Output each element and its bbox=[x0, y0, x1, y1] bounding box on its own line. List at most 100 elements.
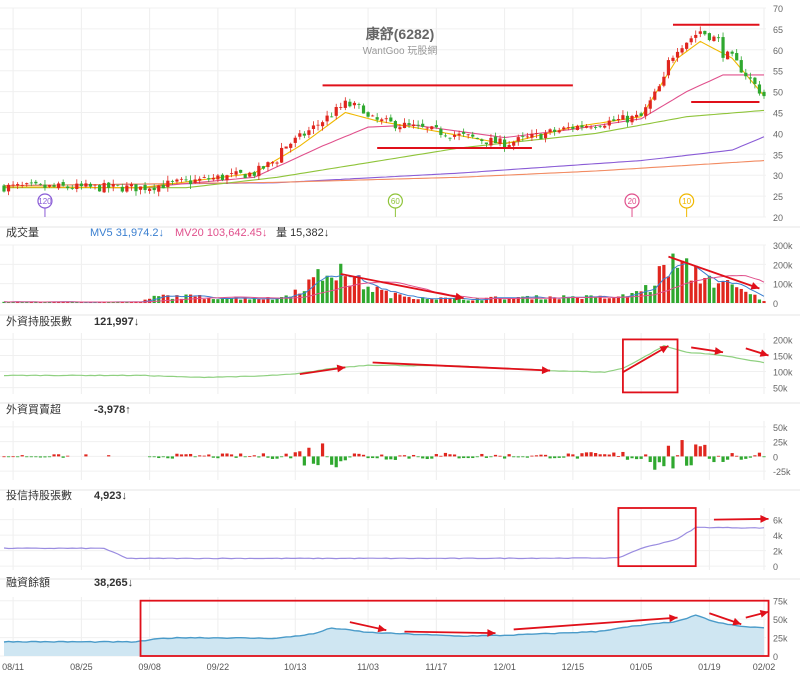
volume-bar bbox=[607, 298, 611, 303]
candle-body bbox=[512, 141, 516, 146]
candle-body bbox=[521, 136, 525, 137]
foreign-netbuy-bar bbox=[480, 453, 484, 457]
candle-body bbox=[188, 180, 193, 185]
foreign-netbuy-bar bbox=[375, 456, 379, 459]
foreign-netbuy-bar bbox=[161, 456, 165, 458]
volume-bar bbox=[671, 253, 675, 303]
foreign-netbuy-bar bbox=[38, 456, 43, 458]
volume-bar bbox=[311, 277, 316, 303]
foreign-netbuy-bar bbox=[243, 456, 247, 458]
annotation-arrow-shaft bbox=[622, 345, 669, 373]
candle-body bbox=[170, 180, 174, 182]
foreign-netbuy-bar bbox=[425, 456, 429, 460]
foreign-netbuy-bar bbox=[57, 454, 61, 457]
y-tick-label: -25k bbox=[773, 467, 791, 477]
foreign-netbuy-bar bbox=[680, 440, 684, 457]
volume-bar bbox=[625, 296, 630, 303]
volume-bar bbox=[6, 302, 11, 303]
foreign-netbuy-bar bbox=[612, 452, 616, 457]
foreign-netbuy-bar bbox=[448, 454, 452, 457]
foreign-netbuy-bar bbox=[703, 444, 707, 457]
volume-bar bbox=[748, 294, 752, 303]
price-tick-label: 35 bbox=[773, 150, 783, 160]
y-tick-label: 200k bbox=[773, 260, 793, 270]
volume-bar bbox=[202, 299, 206, 303]
candle-body bbox=[398, 127, 402, 130]
volume-bar bbox=[584, 295, 589, 303]
candle-body bbox=[493, 136, 498, 144]
date-tick-label: 12/01 bbox=[493, 662, 516, 672]
candle-body bbox=[530, 133, 534, 138]
candle-body bbox=[25, 183, 29, 185]
volume-bar bbox=[334, 280, 338, 303]
foreign-netbuy-bar bbox=[439, 455, 443, 457]
foreign-holdings-value: 121,997↓ bbox=[94, 316, 139, 328]
volume-bar bbox=[712, 287, 716, 303]
foreign-netbuy-bar bbox=[725, 456, 730, 460]
candle-body bbox=[698, 31, 702, 34]
candle-body bbox=[603, 125, 607, 128]
volume-bar bbox=[744, 291, 748, 303]
date-tick-label: 10/13 bbox=[284, 662, 307, 672]
price-tick-label: 60 bbox=[773, 46, 783, 56]
volume-bar bbox=[325, 275, 329, 303]
foreign-netbuy-bar bbox=[320, 443, 325, 457]
candle-body bbox=[753, 77, 757, 84]
price-tick-label: 30 bbox=[773, 171, 783, 181]
ma-marker-circle bbox=[37, 193, 53, 209]
volume-bar bbox=[589, 295, 593, 303]
trust-holdings-line bbox=[3, 526, 765, 560]
foreign-netbuy-bar bbox=[84, 454, 88, 457]
candle-body bbox=[475, 137, 479, 139]
foreign-netbuy-bar bbox=[407, 456, 411, 459]
candle-body bbox=[534, 133, 539, 134]
volume-bar bbox=[248, 299, 252, 303]
volume-bar bbox=[25, 301, 29, 303]
foreign-netbuy-bar bbox=[298, 451, 302, 457]
foreign-netbuy-bar bbox=[457, 456, 461, 459]
y-tick-label: 300k bbox=[773, 241, 793, 251]
foreign-netbuy-bar bbox=[553, 456, 557, 459]
volume-bar bbox=[175, 295, 179, 303]
y-tick-label: 150k bbox=[773, 351, 793, 361]
trust-holdings-value: 4,923↓ bbox=[94, 490, 127, 502]
candle-body bbox=[712, 36, 716, 42]
candle-body bbox=[284, 146, 288, 149]
candle-body bbox=[102, 182, 106, 193]
foreign-netbuy-bar bbox=[175, 453, 179, 457]
volume-bar bbox=[179, 298, 184, 303]
foreign-netbuy-bar bbox=[434, 454, 438, 457]
foreign-netbuy-bar bbox=[29, 456, 33, 458]
volume-bar bbox=[2, 301, 6, 303]
volume-bar bbox=[243, 297, 247, 303]
candle-body bbox=[334, 107, 338, 116]
foreign-netbuy-bar bbox=[261, 453, 266, 457]
ma-marker-circle bbox=[679, 193, 695, 209]
ma-line-ma5 bbox=[4, 40, 765, 189]
foreign-netbuy-bar bbox=[252, 455, 256, 457]
volume-bar bbox=[66, 302, 70, 303]
candle-body bbox=[129, 184, 134, 187]
candle-body bbox=[66, 186, 70, 189]
candle-body bbox=[716, 37, 721, 39]
foreign-netbuy-bar bbox=[384, 456, 388, 460]
volume-bar bbox=[43, 302, 47, 303]
volume-bar bbox=[339, 263, 343, 303]
volume-bar bbox=[289, 296, 293, 303]
y-tick-label: 25k bbox=[773, 634, 788, 644]
foreign-netbuy-bar bbox=[311, 456, 316, 464]
volume-bar bbox=[639, 291, 643, 303]
volume-bar bbox=[348, 285, 352, 303]
foreign-netbuy-bar bbox=[266, 456, 270, 458]
volume-bar bbox=[38, 302, 43, 303]
candle-body bbox=[380, 119, 384, 121]
foreign-holdings-annotations bbox=[299, 338, 769, 394]
volume-legend-current: 量 15,382↓ bbox=[276, 226, 329, 239]
volume-bar bbox=[61, 301, 65, 303]
y-tick-label: 2k bbox=[773, 547, 783, 557]
candle-body bbox=[462, 132, 466, 134]
candle-body bbox=[220, 174, 225, 180]
candle-body bbox=[293, 137, 297, 143]
candle-body bbox=[366, 112, 370, 117]
candle-body bbox=[11, 184, 15, 186]
